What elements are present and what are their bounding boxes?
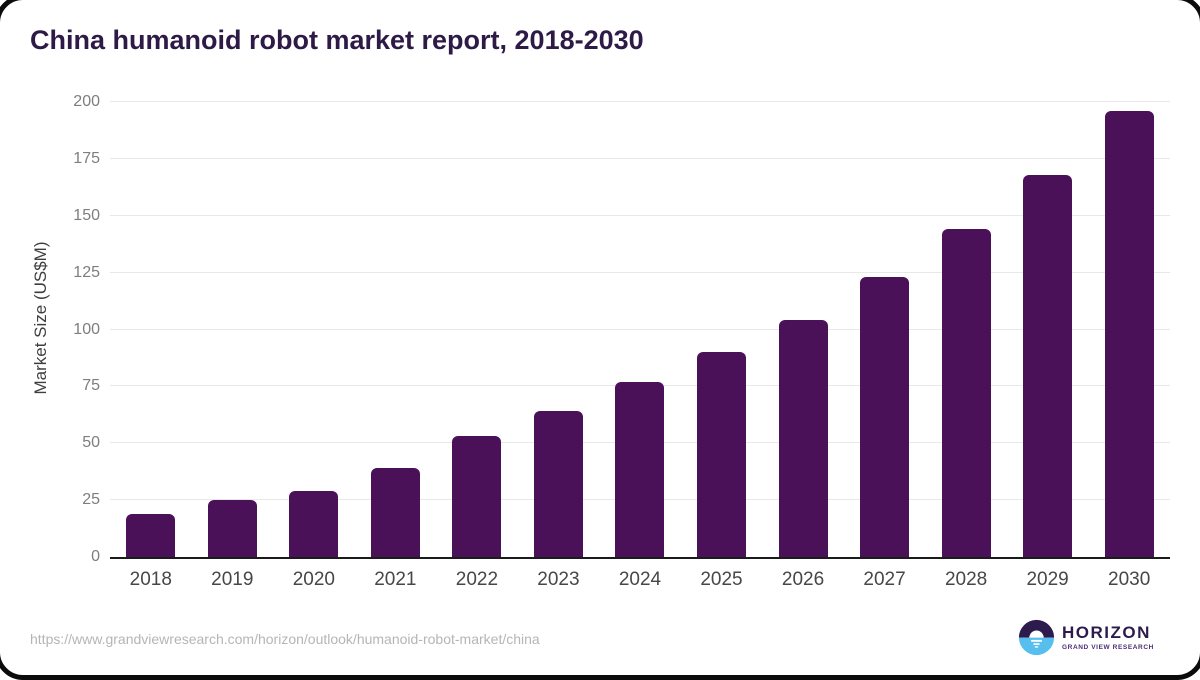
logo: HORIZON GRAND VIEW RESEARCH bbox=[1018, 619, 1154, 656]
logo-text: HORIZON GRAND VIEW RESEARCH bbox=[1062, 624, 1154, 651]
x-tick-2022: 2022 bbox=[455, 569, 499, 590]
bar-column-2024 bbox=[599, 102, 681, 557]
bar-2023 bbox=[533, 411, 583, 557]
x-tick-2021: 2021 bbox=[374, 569, 417, 590]
bar-column-2027 bbox=[844, 102, 926, 557]
bar-2025 bbox=[696, 352, 746, 557]
bar-column-2022 bbox=[436, 102, 518, 557]
bar-2027 bbox=[860, 277, 910, 557]
y-tick-25: 25 bbox=[82, 491, 100, 509]
gridline-175 bbox=[110, 157, 1170, 159]
bar-2030 bbox=[1104, 111, 1154, 557]
y-tick-50: 50 bbox=[82, 434, 100, 452]
y-tick-125: 125 bbox=[73, 263, 100, 281]
x-tick-labels: 2018 2019 2020 2021 2022 2023 2024 2025 2026 2027… bbox=[110, 569, 1170, 591]
bar-column-2023 bbox=[518, 102, 600, 557]
x-tick-2025: 2025 bbox=[700, 569, 743, 590]
horizon-sun-icon bbox=[1018, 619, 1055, 656]
logo-reflection-1 bbox=[1030, 639, 1043, 642]
logo-wordmark: HORIZON bbox=[1062, 623, 1151, 642]
bar-2026 bbox=[778, 320, 828, 557]
gridline-150 bbox=[110, 214, 1170, 216]
logo-subtitle: GRAND VIEW RESEARCH bbox=[1062, 644, 1154, 651]
logo-reflection-3 bbox=[1034, 646, 1039, 648]
x-tick-2026: 2026 bbox=[781, 569, 825, 590]
bar-column-2025 bbox=[681, 102, 763, 557]
source-url: https://www.grandviewresearch.com/horizo… bbox=[30, 631, 540, 647]
logo-sky-half bbox=[1018, 619, 1055, 638]
plot-area bbox=[110, 101, 1170, 559]
x-tick-2027: 2027 bbox=[863, 569, 906, 590]
logo-reflection-2 bbox=[1033, 643, 1040, 645]
x-tick-2020: 2020 bbox=[292, 569, 335, 590]
gridline-125 bbox=[110, 271, 1170, 273]
x-tick-2019: 2019 bbox=[211, 569, 254, 590]
bar-column-2030 bbox=[1088, 102, 1170, 557]
gridline-100 bbox=[110, 328, 1170, 330]
bar-2029 bbox=[1023, 174, 1073, 557]
x-tick-2023: 2023 bbox=[537, 569, 580, 590]
bar-2021 bbox=[370, 468, 420, 557]
y-tick-175: 175 bbox=[73, 149, 100, 167]
x-tick-2030: 2030 bbox=[1108, 569, 1151, 590]
bar-column-2019 bbox=[192, 102, 274, 557]
bar-column-2021 bbox=[355, 102, 437, 557]
x-tick-2029: 2029 bbox=[1026, 569, 1069, 590]
logo-sun bbox=[1029, 630, 1044, 638]
bar-2020 bbox=[289, 491, 339, 557]
bar-2022 bbox=[452, 436, 502, 557]
bars bbox=[110, 102, 1170, 557]
bar-column-2029 bbox=[1007, 102, 1089, 557]
y-tick-100: 100 bbox=[73, 320, 100, 338]
bar-2019 bbox=[207, 500, 257, 557]
y-tick-0: 0 bbox=[91, 548, 100, 565]
y-tick-labels: 0 25 50 75 100 125 150 175 200 bbox=[0, 93, 100, 565]
bar-2024 bbox=[615, 381, 665, 557]
gridline-200 bbox=[110, 101, 1170, 102]
y-tick-75: 75 bbox=[82, 377, 100, 395]
page-title: China humanoid robot market report, 2018… bbox=[30, 25, 644, 55]
y-tick-150: 150 bbox=[73, 206, 100, 224]
bar-column-2018 bbox=[110, 102, 192, 557]
x-tick-2028: 2028 bbox=[944, 569, 988, 590]
x-axis-line bbox=[110, 557, 1170, 559]
y-tick-200: 200 bbox=[73, 93, 100, 110]
bar-column-2020 bbox=[273, 102, 355, 557]
bar-column-2028 bbox=[925, 102, 1007, 557]
x-tick-2018: 2018 bbox=[129, 569, 172, 590]
bar-2028 bbox=[941, 229, 991, 557]
x-tick-2024: 2024 bbox=[618, 569, 662, 590]
bar-2018 bbox=[126, 513, 176, 557]
bar-column-2026 bbox=[762, 102, 844, 557]
